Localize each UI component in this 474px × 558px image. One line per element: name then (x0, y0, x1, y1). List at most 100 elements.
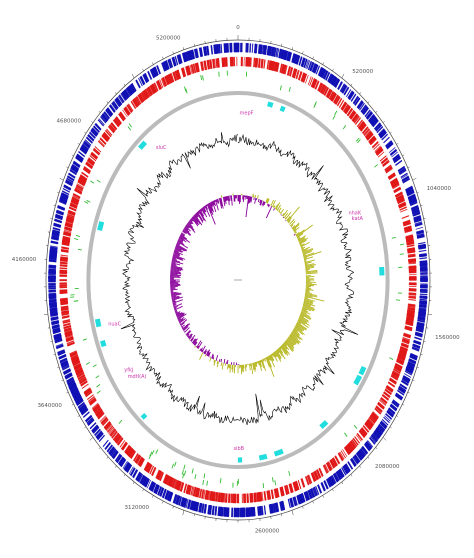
minor-tick (162, 56, 164, 60)
reverse-cds-block (165, 75, 170, 85)
forward-cds-block (314, 486, 318, 496)
reverse-cds-block (159, 79, 164, 89)
gc-skew-bar (266, 356, 272, 368)
rna-feature-mark (262, 483, 265, 489)
forward-cds-block (305, 490, 311, 501)
reverse-cds-block (271, 489, 274, 499)
gc-skew-bar (190, 218, 194, 222)
rna-feature-mark (399, 243, 405, 246)
reverse-cds-block (116, 116, 122, 124)
reverse-cds-block (142, 89, 149, 100)
gc-skew-bar (300, 246, 303, 249)
rna-feature-mark (203, 473, 206, 479)
forward-cds-block (410, 204, 419, 211)
gc-skew-bar (226, 359, 229, 365)
gc-skew-bar (181, 324, 185, 328)
forward-cds-block (418, 249, 427, 253)
minor-tick (114, 465, 117, 468)
reverse-cds-block (292, 68, 298, 79)
gc-skew-bar (302, 250, 312, 256)
forward-cds-block (59, 357, 68, 363)
reverse-cds-block (332, 457, 338, 466)
reverse-cds-block (215, 58, 218, 68)
gc-skew-bar (171, 261, 176, 264)
gc-skew-bar (272, 205, 275, 208)
reverse-cds-block (59, 290, 68, 294)
gc-skew-bar (254, 362, 257, 367)
forward-cds-block (219, 43, 221, 54)
reverse-cds-block (407, 306, 416, 310)
forward-cds-block (140, 475, 146, 485)
forward-cds-block (220, 43, 223, 54)
gc-skew-bar (297, 319, 306, 325)
gc-skew-bar (171, 263, 176, 266)
forward-cds-block (194, 501, 198, 512)
forward-cds-block (72, 391, 80, 398)
reverse-cds-block (139, 93, 144, 102)
reverse-cds-block (164, 76, 169, 86)
rna-feature-mark (332, 115, 336, 120)
gc-skew-bar (278, 347, 284, 354)
gene-island-block (319, 420, 329, 430)
outer-scale-ring (43, 35, 433, 523)
rna-feature-mark (334, 110, 338, 116)
forward-cds-block (294, 496, 298, 506)
forward-cds-block (204, 46, 208, 56)
gc-skew-bar (300, 312, 312, 319)
forward-cds-block (352, 456, 359, 465)
gc-skew-bar (304, 260, 307, 263)
reverse-cds-block (159, 471, 164, 482)
reverse-cds-block (406, 313, 415, 316)
minor-tick (359, 465, 362, 468)
forward-cds-block (223, 507, 226, 517)
forward-cds-block (348, 91, 355, 100)
forward-cds-block (260, 44, 263, 55)
reverse-cds-block (121, 441, 128, 451)
major-tick (43, 313, 48, 316)
minor-tick (382, 121, 385, 124)
forward-cds-block (79, 147, 87, 155)
forward-cds-block (174, 55, 179, 66)
reverse-cds-block (236, 56, 238, 67)
reverse-cds-block (406, 244, 415, 248)
reverse-cds-block (79, 378, 87, 385)
reverse-cds-block (108, 427, 115, 435)
gc-skew-bar (187, 222, 195, 231)
gc-skew-bar (171, 292, 181, 296)
gc-skew-bar (284, 217, 286, 219)
gc-skew-bar (196, 211, 204, 222)
reverse-cds-block (93, 404, 101, 413)
forward-cds-block (60, 361, 69, 367)
minor-tick (312, 56, 314, 60)
reverse-cds-block (233, 493, 236, 504)
forward-cds-block (181, 53, 185, 63)
gc-skew-bar (260, 200, 263, 206)
forward-cds-block (370, 117, 378, 126)
gc-skew-bar (208, 351, 211, 357)
gc-skew-bar (303, 257, 308, 260)
gc-skew-bar (257, 194, 259, 199)
forward-cds-block (147, 70, 153, 80)
reverse-cds-block (345, 445, 352, 454)
gc-skew-bar (305, 290, 310, 293)
gc-skew-bar (206, 349, 211, 356)
forward-cds-block (109, 447, 116, 456)
gc-skew-bar (214, 199, 219, 211)
forward-cds-block (251, 43, 254, 53)
gc-skew-bar (301, 307, 308, 311)
forward-cds-block (391, 151, 398, 158)
reverse-cds-block (285, 484, 290, 495)
gc-skew-bar (248, 196, 251, 204)
gc-skew-bar (177, 313, 185, 319)
reverse-cds-block (162, 473, 168, 484)
reverse-cds-block (396, 358, 405, 363)
gc-skew-bar (227, 364, 229, 370)
gc-skew-bar (288, 336, 297, 345)
reverse-cds-block (409, 274, 417, 276)
gc-skew-bar (174, 249, 179, 253)
reverse-cds-block (79, 174, 88, 182)
reverse-cds-block (398, 202, 406, 208)
forward-cds-block (267, 45, 270, 56)
reverse-cds-block (284, 485, 289, 495)
forward-cds-block (187, 499, 192, 510)
